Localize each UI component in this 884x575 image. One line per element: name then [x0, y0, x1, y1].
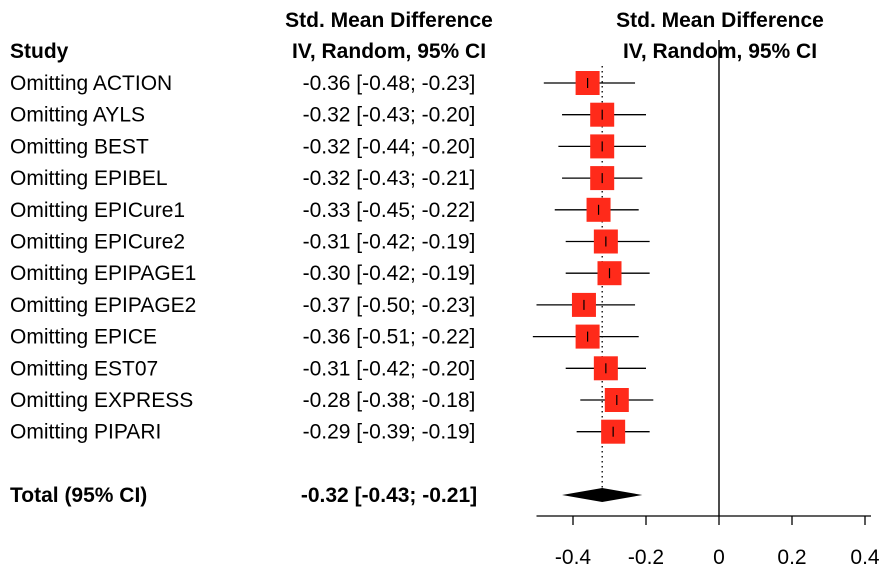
x-tick-label: -0.4: [555, 546, 592, 569]
x-tick-label: 0.2: [777, 546, 806, 569]
study-ci-text: -0.29 [-0.39; -0.19]: [303, 421, 476, 444]
study-label: Omitting AYLS: [10, 104, 145, 127]
study-rows: Omitting ACTION -0.36 [-0.48; -0.23] Omitt…: [10, 72, 477, 507]
pooled-diamond: [562, 488, 643, 502]
study-ci-text: -0.36 [-0.48; -0.23]: [303, 72, 476, 95]
study-ci-text: -0.32 [-0.44; -0.20]: [303, 135, 476, 158]
study-ci-text: -0.31 [-0.42; -0.19]: [303, 231, 476, 254]
study-label: Omitting EPIPAGE2: [10, 294, 196, 317]
study-label: Omitting EPICE: [10, 326, 157, 349]
study-label: Omitting BEST: [10, 135, 149, 158]
plot-area: [532, 40, 720, 516]
study-ci-text: -0.33 [-0.45; -0.22]: [303, 199, 476, 222]
header-effect-line2: IV, Random, 95% CI: [292, 40, 486, 63]
x-tick-label: 0: [713, 546, 725, 569]
study-label: Omitting EPIPAGE1: [10, 262, 196, 285]
header-effect-line1: Std. Mean Difference: [285, 9, 493, 32]
study-ci-text: -0.36 [-0.51; -0.22]: [303, 326, 476, 349]
total-label: Total (95% CI): [10, 484, 147, 507]
study-ci-text: -0.30 [-0.42; -0.19]: [303, 262, 476, 285]
study-label: Omitting EST07: [10, 357, 158, 380]
study-label: Omitting EPIBEL: [10, 167, 168, 190]
study-label: Omitting EPICure2: [10, 231, 185, 254]
study-label: Omitting PIPARI: [10, 421, 161, 444]
total-ci-text: -0.32 [-0.43; -0.21]: [301, 484, 477, 507]
header-plot-line2: IV, Random, 95% CI: [623, 40, 817, 63]
header-study: Study: [10, 40, 69, 63]
header-plot-line1: Std. Mean Difference: [616, 9, 824, 32]
study-ci-text: -0.31 [-0.42; -0.20]: [303, 357, 476, 380]
study-label: Omitting EPICure1: [10, 199, 185, 222]
study-ci-text: -0.28 [-0.38; -0.18]: [303, 389, 476, 412]
study-ci-text: -0.37 [-0.50; -0.23]: [303, 294, 476, 317]
x-axis: -0.4 -0.2 0 0.2 0.4: [536, 515, 880, 569]
study-ci-text: -0.32 [-0.43; -0.20]: [303, 104, 476, 127]
study-ci-text: -0.32 [-0.43; -0.21]: [303, 167, 476, 190]
x-tick-label: 0.4: [850, 546, 880, 569]
study-label: Omitting EXPRESS: [10, 389, 193, 412]
x-tick-label: -0.2: [628, 546, 664, 569]
study-label: Omitting ACTION: [10, 72, 172, 95]
